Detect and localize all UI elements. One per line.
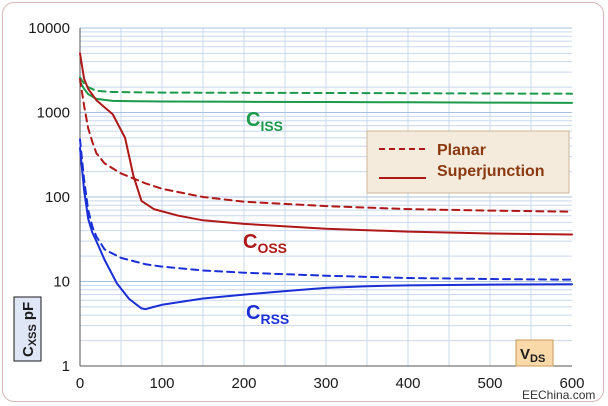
annotation-ciss: CISS — [246, 109, 283, 134]
x-tick-label: 200 — [231, 375, 256, 392]
legend-superjunction-label: Superjunction — [437, 163, 545, 180]
annotation-crss-sub: RSS — [260, 311, 289, 327]
y-tick-label: 10 — [53, 274, 70, 291]
grid — [80, 27, 572, 367]
x-axis-label: VDS — [515, 339, 554, 367]
x-axis-label-text: VDS — [520, 346, 545, 365]
y-tick-label: 1 — [62, 358, 70, 375]
y-axis-label-box — [13, 296, 42, 362]
y-axis-label-sub: XSS — [27, 324, 39, 346]
annotation-coss: COSS — [243, 231, 287, 256]
y-axis-label-text: CXSS pF — [20, 302, 39, 357]
y-tick-label: 100 — [45, 189, 70, 206]
y-axis-label: CXSS pF — [13, 296, 42, 362]
x-tick-label: 500 — [477, 375, 502, 392]
axes: 1 10 100 1000 10000 0 100 200 300 400 500 600 — [28, 20, 584, 392]
x-tick-label: 300 — [313, 375, 338, 392]
x-tick-label: 400 — [395, 375, 420, 392]
series-line-oss-planar — [79, 77, 573, 213]
y-axis-label-unit: pF — [20, 302, 37, 320]
series-line-rss-superjunction — [79, 147, 573, 311]
watermark: EEChina.com — [522, 388, 595, 402]
legend: Planar Superjunction — [366, 130, 570, 194]
x-tick-label: 600 — [559, 375, 584, 392]
annotation-crss: CRSS — [246, 302, 289, 327]
x-tick-label: 100 — [149, 375, 174, 392]
x-axis-label-box — [515, 339, 554, 367]
series-line-oss-superjunction — [79, 52, 573, 236]
y-tick-label: 10000 — [28, 20, 70, 37]
series-line-iss-superjunction — [79, 80, 573, 104]
legend-box — [366, 130, 570, 194]
series-line-rss-planar — [79, 138, 573, 281]
annotation-coss-sub: OSS — [257, 240, 287, 256]
series-group — [79, 52, 573, 311]
annotation-ciss-main: C — [246, 109, 260, 131]
x-axis-label-main: V — [520, 346, 530, 363]
y-axis-label-main: C — [20, 346, 37, 357]
annotation-ciss-sub: ISS — [260, 118, 283, 134]
annotation-crss-main: C — [246, 302, 260, 324]
legend-planar-label: Planar — [437, 142, 486, 159]
annotation-coss-main: C — [243, 231, 257, 253]
y-tick-label: 1000 — [37, 105, 70, 122]
x-axis-label-sub: DS — [530, 353, 545, 365]
x-tick-label: 0 — [76, 375, 84, 392]
